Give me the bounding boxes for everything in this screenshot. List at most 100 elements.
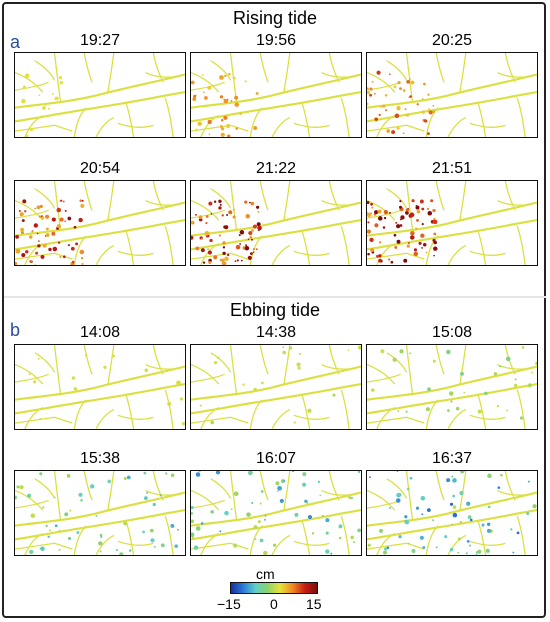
anomaly-speck — [382, 226, 386, 229]
anomaly-speck — [59, 255, 62, 258]
channel-line — [367, 499, 401, 509]
channel-line — [293, 414, 330, 421]
anomaly-speck — [40, 546, 45, 551]
anomaly-speck — [526, 512, 530, 515]
anomaly-speck — [207, 250, 212, 255]
anomaly-speck — [400, 215, 405, 220]
anomaly-speck — [255, 248, 258, 251]
channel-line — [447, 534, 467, 555]
anomaly-speck — [449, 502, 454, 506]
anomaly-speck — [325, 549, 330, 554]
anomaly-speck — [432, 359, 436, 363]
anomaly-speck — [226, 134, 231, 137]
anomaly-speck — [527, 480, 530, 483]
rising-map-2 — [190, 52, 362, 138]
anomaly-speck — [367, 90, 371, 95]
anomaly-speck — [251, 502, 254, 504]
anomaly-speck — [446, 349, 451, 355]
channel-network-map — [15, 345, 185, 429]
anomaly-speck — [37, 357, 40, 360]
anomaly-speck — [406, 113, 410, 117]
channel-line — [271, 534, 291, 555]
channel-line — [386, 352, 408, 373]
anomaly-speck — [71, 376, 76, 380]
anomaly-speck — [407, 242, 410, 245]
anomaly-speck — [421, 513, 424, 516]
anomaly-speck — [325, 518, 330, 523]
anomaly-speck — [421, 98, 424, 100]
anomaly-speck — [203, 91, 205, 93]
anomaly-speck — [58, 75, 63, 80]
channel-line — [386, 60, 408, 81]
anomaly-speck — [167, 401, 172, 406]
anomaly-speck — [191, 519, 194, 524]
anomaly-speck — [452, 512, 458, 518]
anomaly-speck — [425, 251, 428, 254]
anomaly-speck — [78, 217, 83, 223]
ebbing-time-3: 15:08 — [431, 324, 473, 341]
anomaly-speck — [253, 387, 257, 392]
channel-line — [191, 491, 361, 527]
channel-line — [191, 199, 220, 221]
anomaly-speck — [195, 128, 198, 131]
channel-line — [73, 107, 87, 137]
channel-line — [497, 71, 531, 78]
channel-line — [164, 97, 174, 137]
channel-line — [386, 478, 408, 499]
channel-line — [504, 181, 516, 211]
rising-time-2: 19:56 — [255, 32, 297, 49]
anomaly-speck — [29, 260, 33, 263]
channel-line — [249, 525, 263, 555]
anomaly-speck — [397, 81, 401, 85]
channel-line — [34, 352, 56, 373]
anomaly-speck — [62, 200, 65, 203]
anomaly-speck — [247, 255, 252, 260]
anomaly-speck — [283, 479, 286, 483]
anomaly-speck — [497, 486, 501, 489]
anomaly-speck — [369, 476, 371, 479]
anomaly-speck — [377, 209, 382, 214]
anomaly-speck — [207, 248, 210, 251]
anomaly-speck — [146, 492, 149, 494]
anomaly-speck — [409, 235, 415, 240]
anomaly-speck — [42, 243, 47, 248]
channel-line — [259, 471, 269, 501]
anomaly-speck — [367, 543, 371, 547]
panel-label-b: b — [10, 320, 21, 340]
channel-line — [516, 225, 526, 265]
anomaly-speck — [469, 518, 473, 522]
anomaly-speck — [405, 410, 408, 413]
anomaly-speck — [159, 494, 162, 497]
anomaly-speck — [299, 353, 302, 355]
anomaly-speck — [40, 254, 45, 259]
anomaly-speck — [393, 233, 397, 237]
anomaly-speck — [426, 508, 431, 513]
channel-line — [435, 471, 445, 501]
anomaly-speck — [405, 210, 409, 215]
anomaly-speck — [247, 238, 250, 241]
anomaly-speck — [33, 380, 37, 384]
channel-line — [107, 53, 115, 93]
anomaly-speck — [194, 213, 197, 216]
anomaly-speck — [224, 510, 229, 516]
anomaly-speck — [80, 499, 83, 502]
anomaly-speck — [422, 243, 427, 247]
anomaly-speck — [222, 246, 226, 249]
ebbing-map-4 — [14, 470, 186, 556]
ebbing-map-1 — [14, 344, 186, 430]
anomaly-speck — [409, 78, 411, 80]
anomaly-speck — [220, 118, 224, 122]
anomaly-speck — [379, 528, 384, 533]
anomaly-speck — [396, 224, 401, 229]
anomaly-speck — [153, 545, 156, 548]
anomaly-speck — [152, 502, 156, 507]
rising-time-3: 20:25 — [431, 32, 473, 49]
channel-line — [301, 229, 311, 265]
channel-line — [191, 363, 220, 385]
anomaly-speck — [191, 536, 195, 539]
anomaly-speck — [195, 472, 201, 477]
anomaly-speck — [409, 95, 412, 98]
anomaly-speck — [459, 490, 464, 496]
anomaly-speck — [254, 538, 257, 540]
anomaly-speck — [420, 496, 426, 501]
